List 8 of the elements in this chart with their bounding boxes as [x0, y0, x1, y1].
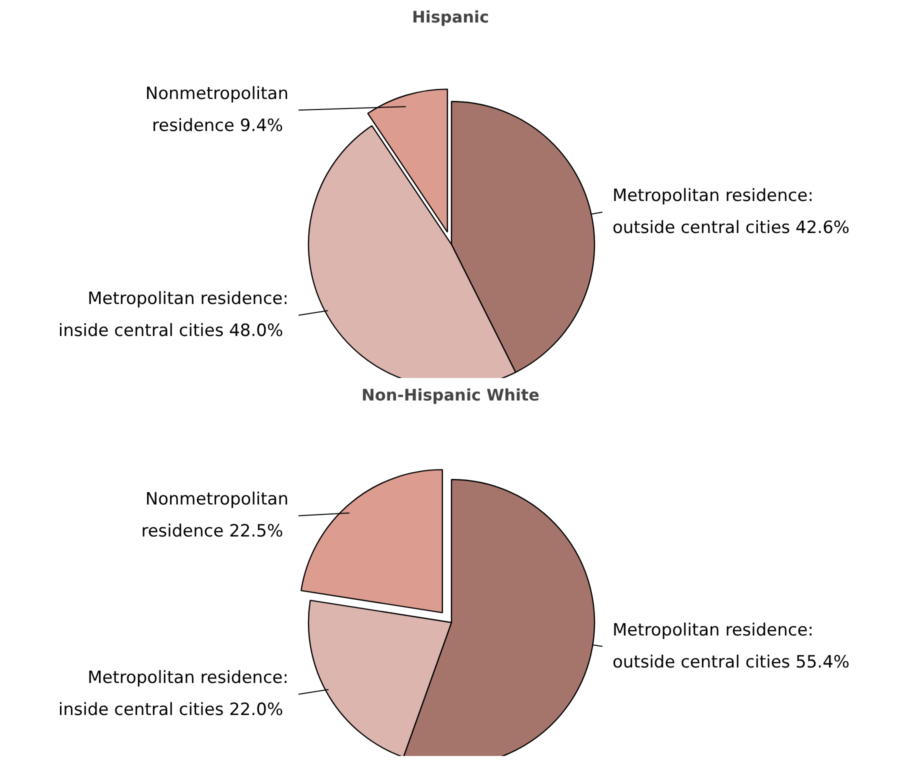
chart-title: Non-Hispanic White [361, 386, 540, 404]
slice-label: Metropolitan residence: outside central cities 42.6% [612, 186, 850, 238]
slice-label: Metropolitan residence: inside central cities 22.0% [58, 668, 288, 720]
chart-title: Hispanic [412, 8, 490, 26]
slice-label: Metropolitan residence: outside central cities 55.4% [612, 620, 850, 672]
slice-label: Nonmetropolitan residence 9.4% [145, 84, 289, 136]
slice-label: Nonmetropolitan residence 22.5% [141, 490, 289, 542]
slice-label: Metropolitan residence: inside central cities 48.0% [58, 289, 288, 342]
